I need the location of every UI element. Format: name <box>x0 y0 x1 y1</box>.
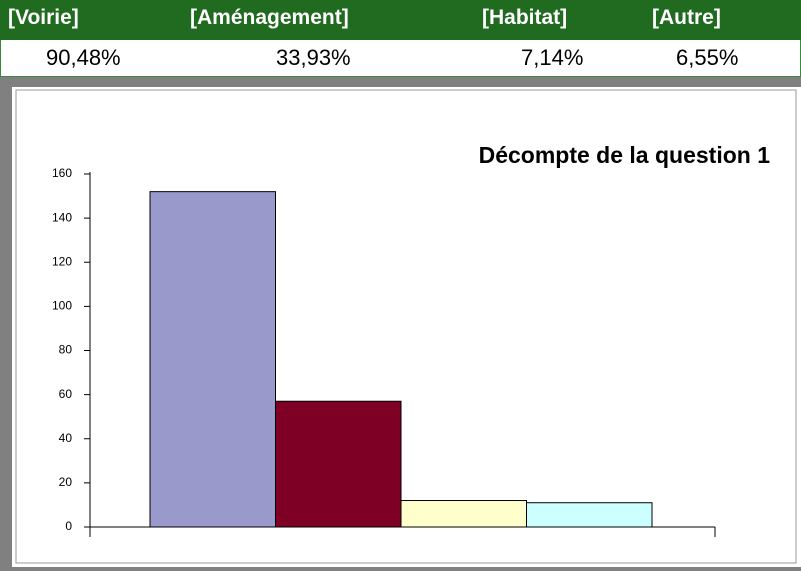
bar <box>400 500 527 528</box>
header-cell: [Habitat] <box>482 6 568 29</box>
header-cell: [Autre] <box>652 6 721 29</box>
y-tick-label: 160 <box>52 166 72 180</box>
value-row: 90,48% 33,93% 7,14% 6,55% <box>0 40 801 77</box>
y-tick-label: 100 <box>52 299 72 313</box>
bar <box>526 502 653 528</box>
y-tick-label: 0 <box>65 519 72 533</box>
bar <box>149 191 276 528</box>
header-row: [Voirie] [Aménagement] [Habitat] [Autre] <box>0 0 801 40</box>
value-cell: 90,48% <box>46 45 121 70</box>
value-cell: 6,55% <box>676 45 739 70</box>
chart-border <box>15 89 797 564</box>
bar <box>275 400 402 528</box>
y-tick-label: 140 <box>52 210 72 224</box>
chart-title: Décompte de la question 1 <box>479 142 771 168</box>
y-tick-label: 40 <box>59 431 73 445</box>
chart: Décompte de la question 1 0 20 40 60 80 100 12… <box>0 77 801 571</box>
y-tick-label: 20 <box>59 475 73 489</box>
y-tick-label: 80 <box>59 343 73 357</box>
y-tick-label: 120 <box>52 254 72 268</box>
value-cell: 7,14% <box>521 45 584 70</box>
value-cell: 33,93% <box>276 45 351 70</box>
chart-area <box>12 87 801 567</box>
header-cell: [Aménagement] <box>190 6 349 29</box>
y-tick-label: 60 <box>59 387 73 401</box>
header-cell: [Voirie] <box>8 6 79 29</box>
